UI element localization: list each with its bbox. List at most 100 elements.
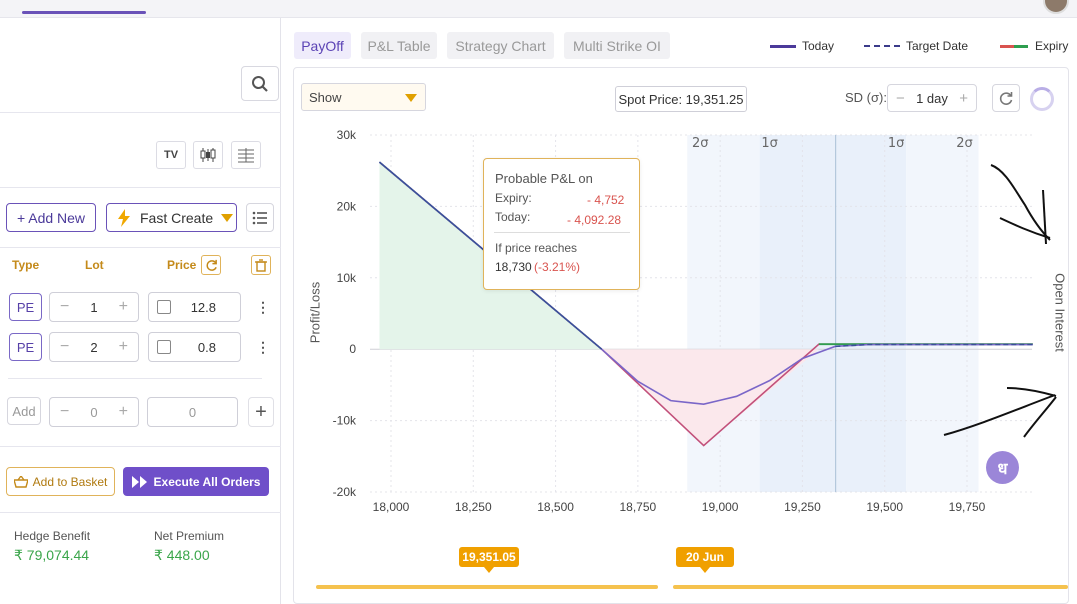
- list-table-icon: [238, 148, 254, 163]
- new-lot-stepper[interactable]: − 0 +: [49, 397, 139, 427]
- plus-icon: +: [255, 400, 267, 423]
- add-to-basket-button[interactable]: Add to Basket: [6, 467, 115, 496]
- refresh-icon: [999, 92, 1013, 105]
- hedge-benefit-value: ₹ 79,074.44: [14, 547, 90, 563]
- plus-icon[interactable]: +: [118, 338, 128, 355]
- new-price-field[interactable]: 0: [147, 397, 238, 427]
- new-leg-type[interactable]: Add: [7, 397, 41, 425]
- price-value: 12.8: [190, 299, 216, 315]
- tooltip-title: Probable P&L on: [495, 171, 593, 186]
- price-field[interactable]: 0.8: [148, 332, 241, 362]
- leg-type-toggle[interactable]: PE: [9, 293, 42, 321]
- legend-target-label: Target Date: [906, 39, 969, 53]
- more-vertical-icon: ⋮: [256, 338, 270, 355]
- add-new-leg-button[interactable]: + Add New: [6, 203, 96, 232]
- tooltip-reach-pct: (-3.21%): [534, 260, 581, 274]
- legend-target-date: Target Date: [864, 39, 968, 53]
- spot-price-display: Spot Price: 19,351.25: [615, 86, 747, 112]
- add-leg-button[interactable]: +: [248, 397, 274, 427]
- refresh-icon: [206, 259, 217, 271]
- search-button[interactable]: [241, 66, 279, 101]
- fast-create-button[interactable]: Fast Create: [106, 203, 237, 232]
- tab-pnl-table[interactable]: P&L Table: [361, 32, 437, 59]
- net-premium-value: ₹ 448.00: [154, 547, 210, 563]
- lot-value: 2: [90, 339, 98, 355]
- tooltip-expiry-label: Expiry:: [495, 191, 532, 205]
- sd-label: SD (σ):: [845, 90, 887, 105]
- tooltip-today-label: Today:: [495, 210, 531, 224]
- leg-type-toggle[interactable]: PE: [9, 333, 42, 361]
- search-icon: [252, 75, 268, 92]
- tradingview-icon: TV: [163, 149, 179, 161]
- price-field[interactable]: 12.8: [148, 292, 241, 322]
- plus-icon[interactable]: +: [118, 403, 128, 420]
- minus-icon[interactable]: −: [896, 89, 905, 107]
- brand-logo[interactable]: ध: [986, 451, 1019, 484]
- target-date-slider[interactable]: [673, 585, 1068, 589]
- candlestick-icon: [200, 148, 216, 162]
- tooltip-expiry-value: - 4,752: [587, 193, 625, 207]
- list-icon: [252, 211, 267, 224]
- fast-create-label: Fast Create: [140, 209, 214, 226]
- tooltip-today-value: - 4,092.28: [567, 213, 622, 227]
- legend-today-swatch: [770, 44, 796, 48]
- divider: [0, 112, 281, 113]
- legend-expiry-label: Expiry: [1035, 39, 1069, 53]
- col-header-price: Price: [167, 258, 197, 272]
- hedge-benefit-label: Hedge Benefit: [14, 529, 91, 543]
- payoff-chart-panel: [293, 67, 1069, 604]
- leg-menu-button[interactable]: ⋮: [251, 332, 275, 362]
- divider: [0, 446, 281, 447]
- user-avatar[interactable]: [1043, 0, 1069, 14]
- tab-payoff[interactable]: PayOff: [294, 32, 351, 59]
- minus-icon[interactable]: −: [60, 338, 70, 355]
- divider: [0, 187, 281, 188]
- execute-label: Execute All Orders: [153, 474, 261, 489]
- price-checkbox[interactable]: [157, 300, 171, 314]
- reset-chart-button[interactable]: [992, 84, 1020, 112]
- legend-target-swatch: [864, 45, 900, 47]
- tab-strategy-chart[interactable]: Strategy Chart: [447, 32, 554, 59]
- tooltip-reach-price: 18,730: [495, 260, 532, 274]
- minus-icon[interactable]: −: [60, 403, 70, 420]
- loading-spinner-icon: [1030, 87, 1054, 111]
- sd-value: 1 day: [916, 90, 948, 106]
- tradingview-button[interactable]: TV: [156, 141, 186, 169]
- lot-stepper[interactable]: − 2 +: [49, 332, 139, 362]
- more-vertical-icon: ⋮: [256, 298, 270, 315]
- legend-today: Today: [770, 39, 834, 53]
- price-checkbox[interactable]: [157, 340, 171, 354]
- minus-icon[interactable]: −: [60, 298, 70, 315]
- execute-all-orders-button[interactable]: Execute All Orders: [123, 467, 269, 496]
- trash-icon: [255, 258, 267, 272]
- plus-icon[interactable]: +: [959, 89, 968, 107]
- fast-forward-icon: [131, 475, 147, 488]
- spot-slider-badge: 19,351.05: [459, 547, 519, 573]
- spot-price-slider[interactable]: [316, 585, 658, 589]
- legend-expiry: Expiry: [1000, 39, 1068, 53]
- refresh-prices-button[interactable]: [201, 255, 221, 275]
- divider: [0, 512, 281, 513]
- show-dropdown-value: Show: [309, 89, 342, 105]
- divider: [8, 378, 262, 379]
- show-dropdown[interactable]: Show: [301, 83, 426, 111]
- active-nav-indicator: [22, 11, 146, 14]
- lot-value: 1: [90, 299, 98, 315]
- chevron-down-icon: [221, 213, 234, 222]
- delete-all-button[interactable]: [251, 255, 271, 275]
- tab-multi-strike-oi[interactable]: Multi Strike OI: [564, 32, 670, 59]
- legend-today-label: Today: [802, 39, 835, 53]
- option-chain-button[interactable]: [231, 141, 261, 169]
- add-to-basket-label: Add to Basket: [32, 474, 108, 489]
- divider: [0, 247, 281, 248]
- leg-options-button[interactable]: [246, 203, 274, 232]
- lot-stepper[interactable]: − 1 +: [49, 292, 139, 322]
- new-price-value: 0: [188, 404, 197, 420]
- legend-expiry-swatch: [1000, 44, 1028, 48]
- pnl-tooltip: Probable P&L on Expiry: - 4,752 Today: -…: [483, 158, 640, 290]
- candlestick-button[interactable]: [193, 141, 223, 169]
- plus-icon[interactable]: +: [118, 298, 128, 315]
- lightning-icon: [118, 208, 130, 227]
- sd-stepper[interactable]: − 1 day +: [887, 84, 977, 112]
- leg-menu-button[interactable]: ⋮: [251, 292, 275, 322]
